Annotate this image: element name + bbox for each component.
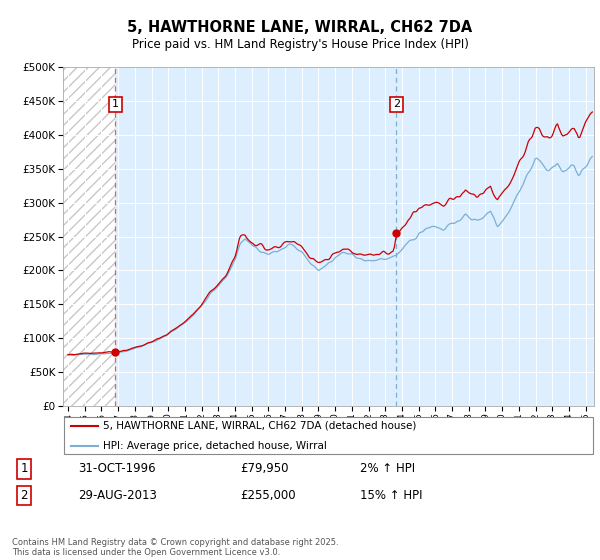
Text: 5, HAWTHORNE LANE, WIRRAL, CH62 7DA (detached house): 5, HAWTHORNE LANE, WIRRAL, CH62 7DA (det…: [103, 421, 416, 431]
Text: Contains HM Land Registry data © Crown copyright and database right 2025.
This d: Contains HM Land Registry data © Crown c…: [12, 538, 338, 557]
Text: £79,950: £79,950: [240, 462, 289, 475]
Text: 2: 2: [393, 100, 400, 109]
FancyBboxPatch shape: [64, 417, 593, 454]
Bar: [63, 67, 115, 406]
Text: Price paid vs. HM Land Registry's House Price Index (HPI): Price paid vs. HM Land Registry's House …: [131, 38, 469, 51]
Text: 2: 2: [20, 489, 28, 502]
Text: HPI: Average price, detached house, Wirral: HPI: Average price, detached house, Wirr…: [103, 441, 326, 451]
Text: 31-OCT-1996: 31-OCT-1996: [78, 462, 155, 475]
Text: 29-AUG-2013: 29-AUG-2013: [78, 489, 157, 502]
Text: 2% ↑ HPI: 2% ↑ HPI: [360, 462, 415, 475]
Text: 1: 1: [112, 100, 119, 109]
Text: 1: 1: [20, 462, 28, 475]
Text: 5, HAWTHORNE LANE, WIRRAL, CH62 7DA: 5, HAWTHORNE LANE, WIRRAL, CH62 7DA: [127, 20, 473, 35]
Text: 15% ↑ HPI: 15% ↑ HPI: [360, 489, 422, 502]
Text: £255,000: £255,000: [240, 489, 296, 502]
